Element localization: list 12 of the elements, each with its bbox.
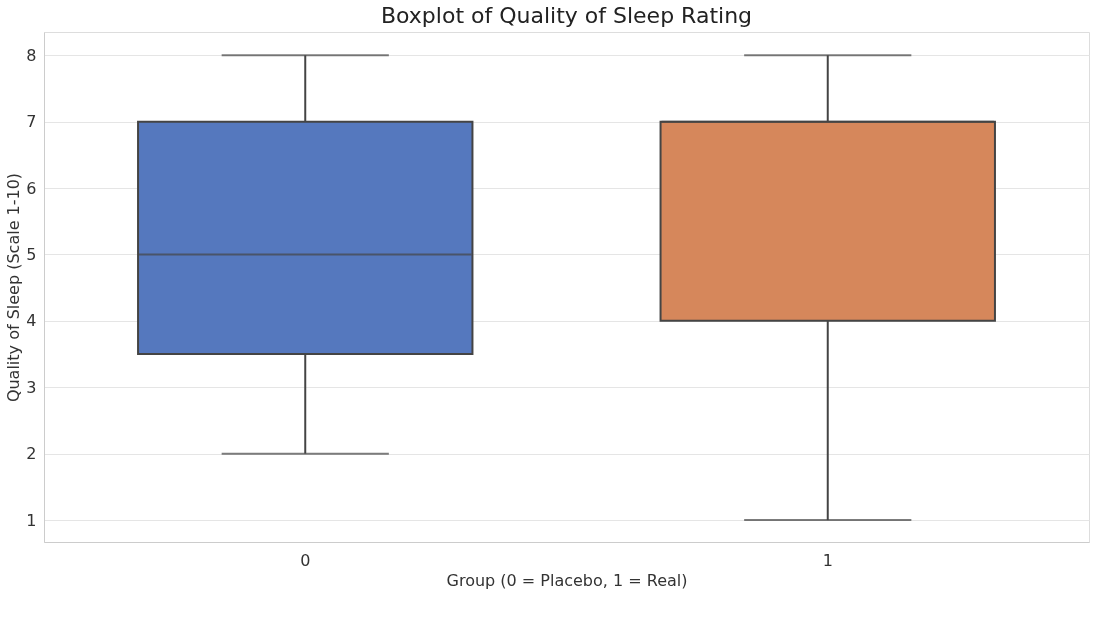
- y-tick-label: 6: [26, 178, 37, 198]
- y-tick-label: 8: [26, 45, 37, 65]
- y-tick-label: 7: [26, 112, 37, 132]
- y-tick-label: 3: [26, 377, 37, 397]
- y-axis-title: Quality of Sleep (Scale 1-10): [4, 172, 24, 403]
- y-tick-label: 5: [26, 244, 37, 264]
- y-tick-label: 1: [26, 510, 37, 530]
- x-axis-title: Group (0 = Placebo, 1 = Real): [446, 570, 688, 590]
- chart-title: Boxplot of Quality of Sleep Rating: [380, 3, 753, 28]
- y-tick-label: 4: [26, 311, 37, 331]
- y-tick-label: 2: [26, 444, 37, 464]
- x-tick-label: 0: [300, 550, 311, 570]
